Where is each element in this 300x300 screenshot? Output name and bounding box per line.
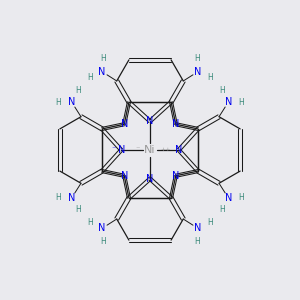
Text: N: N xyxy=(146,116,154,126)
Text: Ni: Ni xyxy=(144,145,156,155)
Text: H: H xyxy=(194,54,200,63)
Text: H: H xyxy=(75,205,81,214)
Text: N: N xyxy=(225,97,232,107)
Text: N: N xyxy=(172,119,179,129)
Text: N: N xyxy=(175,145,182,155)
Text: H: H xyxy=(56,193,61,202)
Text: H: H xyxy=(100,54,106,63)
Text: H: H xyxy=(87,218,93,226)
Text: H: H xyxy=(87,74,93,82)
Text: H: H xyxy=(207,218,213,226)
Text: H: H xyxy=(194,237,200,246)
Text: N: N xyxy=(146,174,154,184)
Text: H: H xyxy=(239,98,244,107)
Text: N: N xyxy=(68,97,75,107)
Text: ++: ++ xyxy=(160,146,171,152)
Text: H: H xyxy=(75,86,81,95)
Text: ⁻: ⁻ xyxy=(111,145,116,154)
Text: N: N xyxy=(98,223,106,233)
Text: N: N xyxy=(194,67,202,77)
Text: H: H xyxy=(219,205,225,214)
Text: N: N xyxy=(121,119,128,129)
Text: N: N xyxy=(121,171,128,181)
Text: H: H xyxy=(100,237,106,246)
Text: N: N xyxy=(225,193,232,203)
Text: N: N xyxy=(98,67,106,77)
Text: N: N xyxy=(172,171,179,181)
Text: H: H xyxy=(56,98,61,107)
Text: H: H xyxy=(219,86,225,95)
Text: N: N xyxy=(194,223,202,233)
Text: N: N xyxy=(118,145,125,155)
Text: ⁻: ⁻ xyxy=(135,145,140,154)
Text: N: N xyxy=(68,193,75,203)
Text: H: H xyxy=(239,193,244,202)
Text: H: H xyxy=(207,74,213,82)
